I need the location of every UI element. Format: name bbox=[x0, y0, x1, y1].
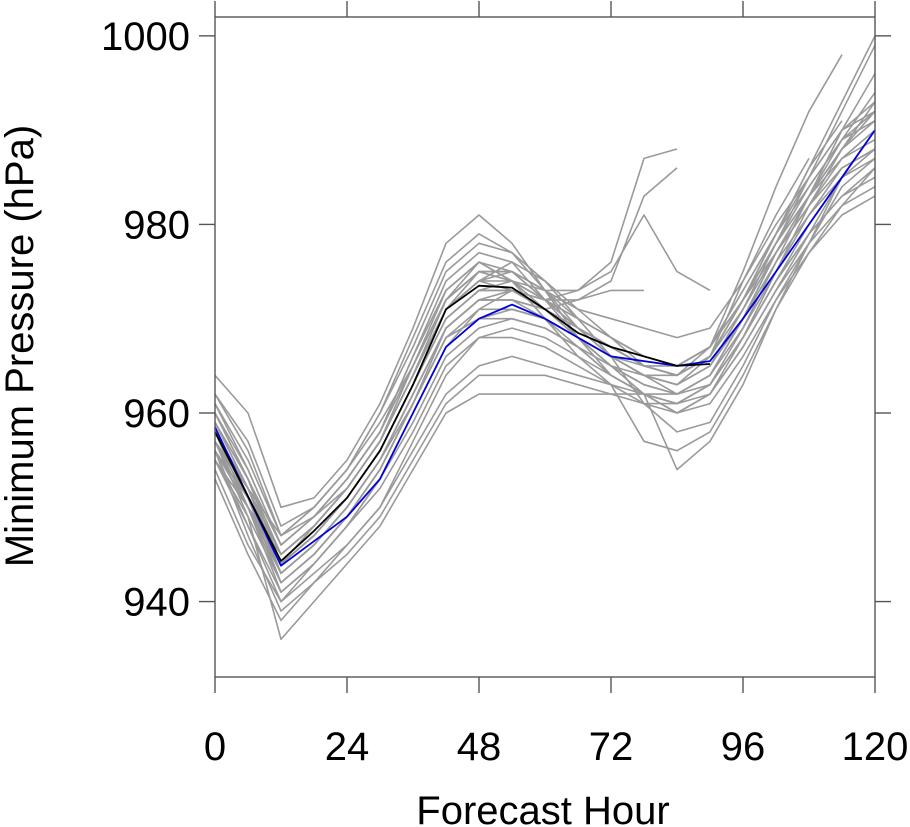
ensemble-member-line bbox=[214, 148, 876, 565]
y-axis-ticks: 940 960 980 1000 bbox=[101, 15, 891, 625]
ensemble-member-line bbox=[214, 289, 644, 565]
x-tick-label: 96 bbox=[721, 725, 766, 769]
y-tick-label: 1000 bbox=[101, 15, 190, 59]
x-tick-label: 0 bbox=[204, 725, 226, 769]
x-axis-ticks: 0 24 48 72 96 120 bbox=[204, 1, 909, 769]
ensemble-member-line bbox=[214, 148, 876, 556]
ensemble-member-line bbox=[214, 54, 843, 556]
ensemble-member-line bbox=[214, 120, 843, 546]
blue-series-line bbox=[214, 129, 876, 567]
ensemble-member-line bbox=[214, 195, 876, 612]
ensemble-member-line bbox=[214, 129, 876, 584]
plot-border bbox=[214, 16, 876, 678]
ensemble-lines bbox=[214, 35, 876, 641]
y-axis-title: Minimum Pressure (hPa) bbox=[0, 125, 42, 567]
y-tick-label: 940 bbox=[123, 581, 190, 625]
ensemble-member-line bbox=[214, 138, 876, 565]
x-axis-title: Forecast Hour bbox=[416, 789, 669, 827]
x-tick-label: 24 bbox=[325, 725, 370, 769]
black-series-line bbox=[214, 284, 711, 562]
x-tick-label: 72 bbox=[589, 725, 634, 769]
y-tick-label: 980 bbox=[123, 203, 190, 247]
ensemble-member-line bbox=[214, 129, 876, 593]
plot-frame bbox=[214, 16, 876, 678]
ensemble-member-line bbox=[214, 176, 876, 603]
ensemble-member-line bbox=[214, 120, 876, 593]
x-tick-label: 120 bbox=[842, 725, 909, 769]
ensemble-member-line bbox=[214, 110, 876, 575]
ensemble-member-line bbox=[214, 148, 876, 575]
x-tick-label: 48 bbox=[457, 725, 502, 769]
y-tick-label: 960 bbox=[123, 392, 190, 436]
highlight-series bbox=[214, 129, 876, 567]
ensemble-member-line bbox=[214, 186, 876, 641]
ensemble-member-line bbox=[214, 120, 876, 584]
ensemble-member-line bbox=[214, 110, 876, 556]
ensemble-member-line bbox=[214, 44, 876, 527]
